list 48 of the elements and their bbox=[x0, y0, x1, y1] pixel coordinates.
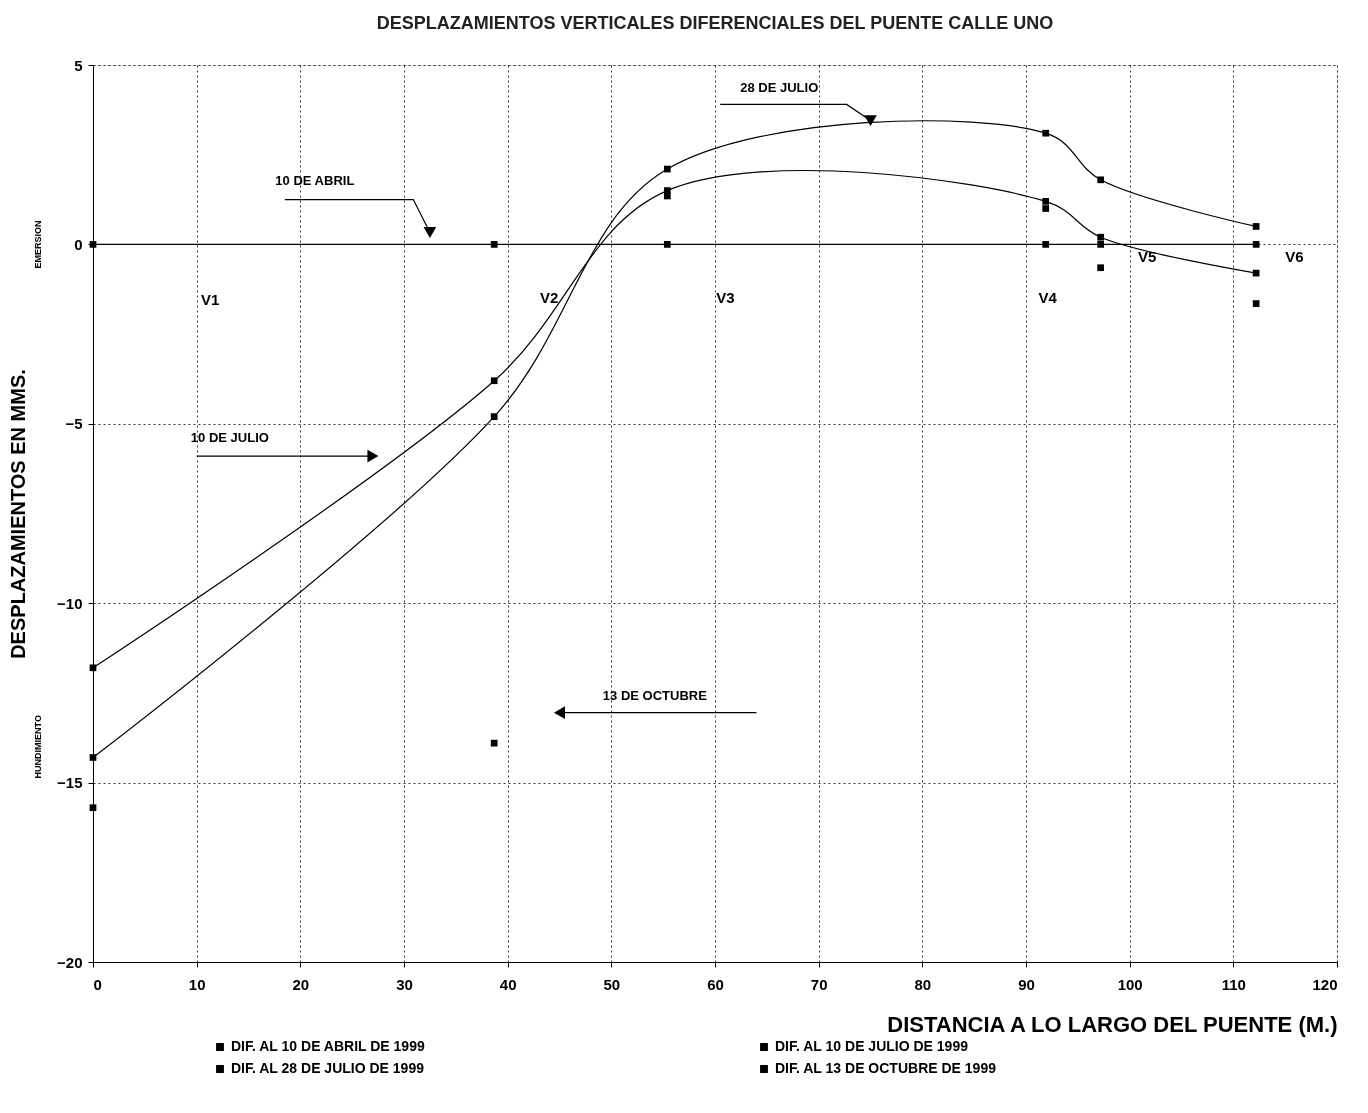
annotation: V3 bbox=[716, 289, 735, 307]
point bbox=[1252, 300, 1260, 307]
point bbox=[490, 241, 498, 248]
x-axis-title: DISTANCIA A LO LARGO DEL PUENTE (M.) bbox=[887, 1011, 1338, 1037]
x-tick-label: 80 bbox=[914, 975, 932, 993]
annotation: V4 bbox=[1038, 289, 1058, 307]
annotation: V6 bbox=[1285, 247, 1304, 265]
annotation: 28 DE JULIO bbox=[740, 80, 819, 96]
x-tick-label: 120 bbox=[1312, 975, 1338, 993]
y-tick-label: −15 bbox=[57, 774, 83, 792]
legend-label: DIF. AL 28 DE JULIO DE 1999 bbox=[231, 1060, 425, 1076]
y-axis-title: DESPLAZAMIENTOS EN MMS. bbox=[7, 369, 30, 659]
annotation: V5 bbox=[1138, 247, 1157, 265]
text: EMERSION bbox=[33, 220, 43, 269]
annotation: 10 DE JULIO bbox=[190, 430, 269, 446]
legend-label: DIF. AL 13 DE OCTUBRE DE 1999 bbox=[775, 1060, 997, 1076]
y-tick-label: −10 bbox=[57, 594, 83, 612]
point bbox=[1042, 205, 1050, 212]
x-tick-label: 30 bbox=[396, 975, 413, 993]
y-tick-label: −20 bbox=[57, 953, 83, 971]
x-tick-label: 110 bbox=[1221, 975, 1246, 993]
point bbox=[663, 192, 671, 200]
y-tick-label: 5 bbox=[74, 56, 83, 74]
point bbox=[490, 739, 498, 747]
x-tick-label: 60 bbox=[707, 975, 724, 993]
x-tick-label: 90 bbox=[1018, 975, 1035, 993]
y-tick-label: 0 bbox=[74, 235, 83, 253]
chart-title: DESPLAZAMIENTOS VERTICALES DIFERENCIALES DEL PUENTE CALLE UNO bbox=[376, 13, 1054, 33]
annotation: 10 DE ABRIL bbox=[275, 172, 355, 188]
point bbox=[89, 804, 97, 812]
point bbox=[1097, 264, 1104, 272]
x-tick-label: 20 bbox=[292, 975, 310, 993]
x-tick-label: 50 bbox=[603, 975, 621, 993]
x-tick-label: 10 bbox=[188, 975, 206, 993]
point bbox=[663, 241, 671, 248]
legend-label: DIF. AL 10 DE ABRIL DE 1999 bbox=[231, 1038, 425, 1054]
x-tick-label: 100 bbox=[1117, 975, 1143, 993]
y-tick-label: −5 bbox=[65, 415, 83, 433]
point bbox=[1042, 241, 1050, 248]
annotation: 13 DE OCTUBRE bbox=[602, 688, 708, 704]
x-tick-label: 70 bbox=[810, 975, 828, 993]
text: HUNDIMIENTO bbox=[33, 715, 43, 779]
annotation: V1 bbox=[200, 291, 220, 309]
x-tick-label: 40 bbox=[499, 975, 517, 993]
point bbox=[1097, 241, 1104, 248]
annotation: V2 bbox=[539, 289, 559, 307]
legend-label: DIF. AL 10 DE JULIO DE 1999 bbox=[775, 1038, 969, 1054]
x-tick-label: 0 bbox=[93, 975, 102, 993]
